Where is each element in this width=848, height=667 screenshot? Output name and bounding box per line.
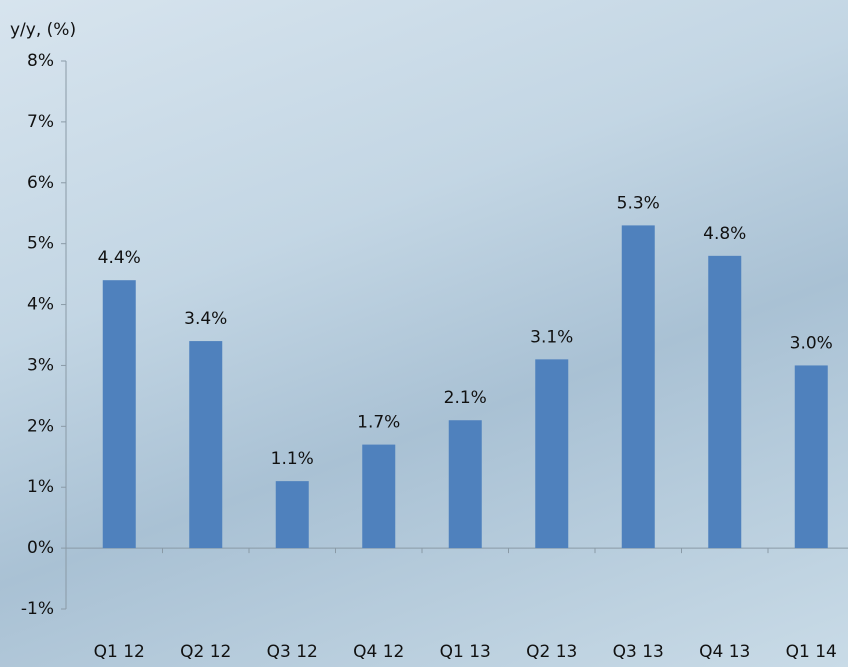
value-label: 3.0% [790,333,833,353]
bar [103,280,136,548]
x-tick-label: Q3 13 [613,642,664,662]
bar [622,225,655,548]
y-tick-label: -1% [21,599,54,619]
x-tick-label: Q2 12 [180,642,231,662]
y-tick-label: 5% [27,234,54,254]
y-tick-label: 6% [27,173,54,193]
x-tick-label: Q4 12 [353,642,404,662]
bar [708,256,741,548]
x-tick-label: Q1 12 [94,642,145,662]
value-label: 2.1% [444,388,487,408]
value-label: 1.7% [357,413,400,433]
value-label: 3.4% [184,309,227,329]
value-label: 1.1% [271,449,314,469]
bar [795,365,828,548]
bar [535,359,568,548]
y-tick-label: 1% [27,477,54,497]
x-tick-label: Q1 14 [786,642,837,662]
bar [189,341,222,548]
chart: y/y, (%) -1% 0% 1% 2% 3% 4% 5% 6% 7% 8% Q1 12 4.4% Q… [0,0,848,667]
x-tick-label: Q3 12 [267,642,318,662]
value-label: 4.4% [98,248,141,268]
y-tick-label: 0% [27,538,54,558]
y-tick-label: 7% [27,112,54,132]
bar [449,420,482,548]
y-tick-label: 4% [27,295,54,315]
value-label: 4.8% [703,224,746,244]
bar [362,445,395,549]
x-tick-label: Q4 13 [699,642,750,662]
value-label: 3.1% [530,327,573,347]
y-tick-label: 8% [27,51,54,71]
value-label: 5.3% [617,193,660,213]
x-tick-label: Q1 13 [440,642,491,662]
bar [276,481,309,548]
y-tick-label: 2% [27,416,54,436]
y-axis-title: y/y, (%) [10,20,76,40]
y-tick-label: 3% [27,355,54,375]
x-tick-label: Q2 13 [526,642,577,662]
